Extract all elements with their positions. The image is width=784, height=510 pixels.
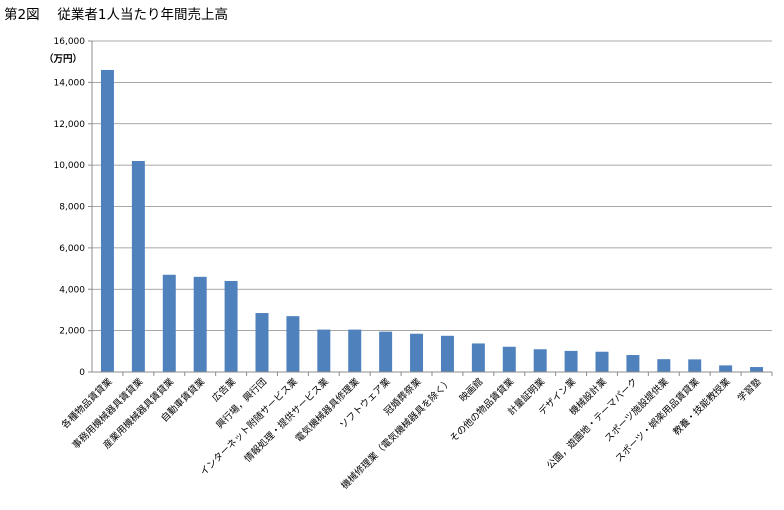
bar — [750, 367, 764, 372]
bar — [595, 351, 609, 372]
y-tick-label: 10,000 — [54, 161, 86, 171]
y-axis-ticks: 0 2,000 4,000 6,000 8,000 10,000 12,000 14,000 1… — [54, 37, 92, 378]
bar — [688, 359, 702, 372]
figure-title: 第2図 従業者1人当たり年間売上高 — [4, 7, 228, 23]
bar — [657, 359, 671, 372]
bar — [564, 350, 578, 372]
bar — [286, 316, 300, 372]
bar — [626, 355, 640, 372]
bar — [317, 329, 331, 372]
bar — [162, 274, 176, 372]
bar — [379, 331, 393, 372]
bar — [410, 333, 424, 372]
y-tick-label: 4,000 — [59, 285, 85, 295]
bar — [440, 335, 454, 372]
x-category-label: 学習塾 — [735, 375, 764, 404]
y-tick-label: 14,000 — [54, 78, 86, 88]
bar — [255, 313, 269, 372]
y-tick-label: 2,000 — [59, 327, 85, 337]
y-tick-label: 12,000 — [54, 120, 86, 130]
bar — [193, 276, 207, 372]
x-category-label: 教養・技能教授業 — [671, 375, 734, 438]
bar — [502, 346, 516, 372]
bar — [348, 329, 362, 372]
y-unit-label: （万円） — [44, 53, 82, 65]
y-tick-label: 6,000 — [59, 244, 85, 254]
y-tick-label: 0 — [79, 368, 85, 378]
x-category-label: 機械修理業（電気機械器具を除く） — [339, 376, 455, 492]
bar — [719, 365, 733, 372]
y-tick-label: 8,000 — [59, 203, 85, 213]
y-tick-label: 16,000 — [54, 37, 86, 47]
bars — [100, 69, 764, 373]
bar — [471, 343, 485, 372]
bar — [100, 69, 114, 373]
bar — [224, 280, 238, 372]
x-category-label: 映画館 — [457, 376, 486, 405]
x-category-label: 広告業 — [210, 375, 239, 404]
bar — [533, 349, 547, 372]
bar — [131, 160, 145, 372]
